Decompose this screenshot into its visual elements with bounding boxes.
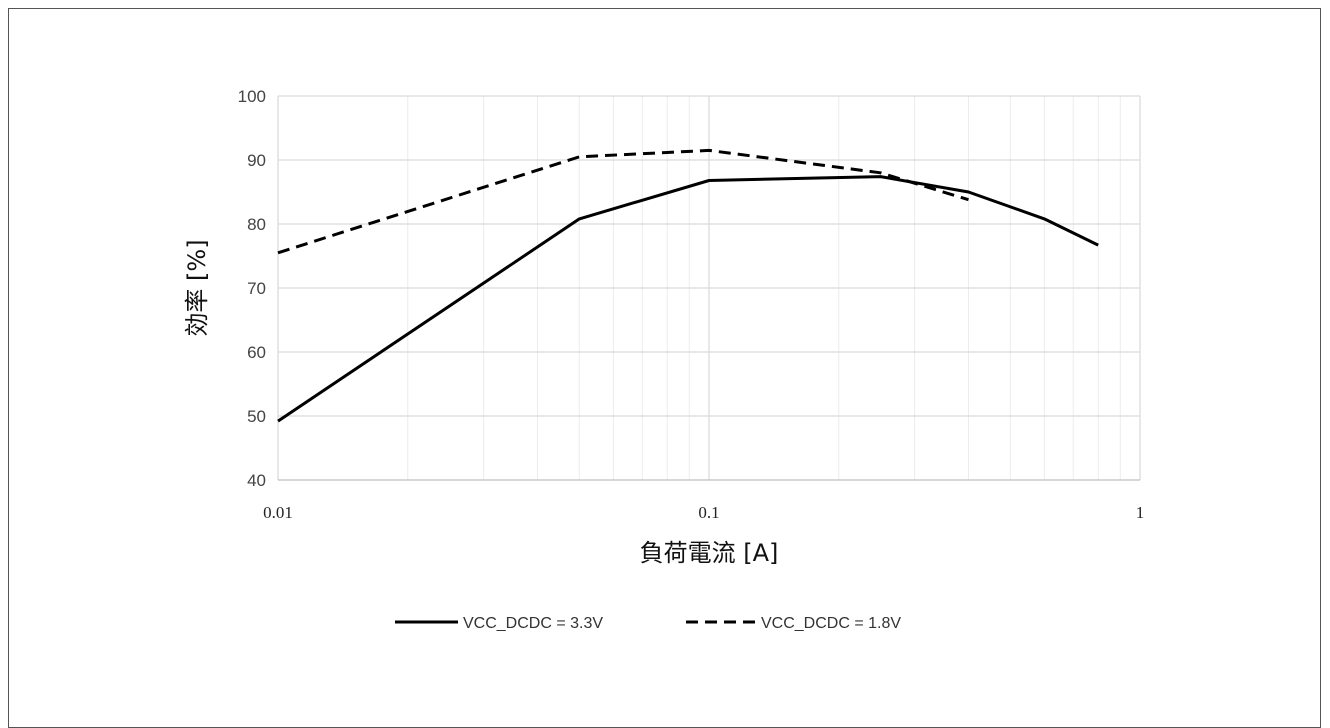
y-tick-label: 100 xyxy=(238,87,266,106)
y-tick-label: 70 xyxy=(247,279,266,298)
y-tick-label: 40 xyxy=(247,471,266,490)
series-group xyxy=(277,148,1099,423)
x-tick-label: 0.1 xyxy=(698,503,719,522)
x-tick-label: 0.01 xyxy=(263,503,293,522)
legend-label-3v3: VCC_DCDC = 3.3V xyxy=(463,615,603,632)
y-tick-label: 80 xyxy=(247,215,266,234)
y-tick-labels: 40 50 60 70 80 90 100 xyxy=(238,87,266,490)
y-tick-label: 90 xyxy=(247,151,266,170)
series-line-1 xyxy=(277,148,969,255)
chart-frame xyxy=(8,8,1321,728)
y-axis-title: 効率 [%] xyxy=(183,239,211,336)
series-line-0 xyxy=(277,175,1099,423)
x-tick-labels: 0.01 0.1 1 xyxy=(263,503,1144,522)
x-axis-title: 負荷電流 [A] xyxy=(640,539,779,567)
line-chart: 40 50 60 70 80 90 100 0.01 0.1 1 負荷電流 [A] 効率 [%]… xyxy=(183,87,1144,632)
x-tick-label: 1 xyxy=(1136,503,1145,522)
legend-label-1v8: VCC_DCDC = 1.8V xyxy=(761,615,901,632)
legend: VCC_DCDC = 3.3V VCC_DCDC = 1.8V xyxy=(395,615,901,632)
major-gridlines xyxy=(277,95,1141,480)
y-tick-label: 60 xyxy=(247,343,266,362)
y-tick-label: 50 xyxy=(247,407,266,426)
